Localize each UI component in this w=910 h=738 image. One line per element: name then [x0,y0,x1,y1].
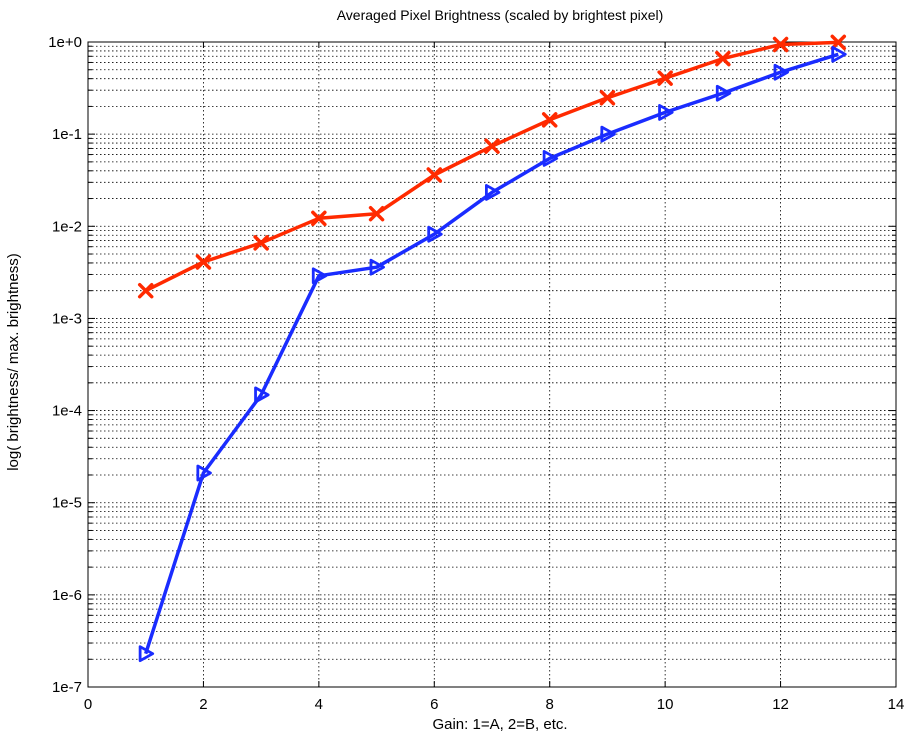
triangle-marker-point [773,63,789,81]
x-marker-point [484,138,500,154]
axes-layer: 0 2 4 6 8 10 12 14 1e-7 1e-6 1e-5 1e-4 1e-3 1e-2 1e-1 1… [48,34,904,713]
x-tick-label: 6 [430,696,438,713]
y-tick-label: 1e-5 [52,495,82,512]
x-tick-label: 12 [772,696,789,713]
x-marker-point [426,167,443,183]
x-marker-point [195,254,212,270]
x-axis-label: Gain: 1=A, 2=B, etc. [432,716,567,733]
x-tick-label: 10 [657,696,674,713]
chart-title: Averaged Pixel Brightness (scaled by bri… [337,7,664,23]
x-marker-point [715,50,731,67]
y-tick-label: 1e-7 [52,679,82,696]
x-marker-point [657,70,673,86]
x-marker-point [137,282,154,299]
y-tick-label: 1e+0 [48,34,82,51]
x-tick-label: 8 [546,696,554,713]
y-axis-label: log( brightness/ max. brightness) [5,253,22,471]
x-tick-label: 2 [199,696,207,713]
triangle-marker-point [196,464,212,482]
triangle-marker-point [658,104,674,121]
triangle-marker-point [311,267,328,285]
x-tick-label: 0 [84,696,92,713]
triangle-marker-point [831,45,847,63]
triangle-marker-point [254,386,270,404]
y-tick-label: 1e-4 [52,403,82,420]
triangle-marker-point [427,225,443,243]
x-marker-point [311,210,327,227]
y-tick-label: 1e-6 [52,587,82,604]
plot-area [88,42,896,687]
series-layer [137,34,847,663]
triangle-marker-point [369,258,385,276]
x-marker-point [772,36,789,53]
x-marker-point [830,34,847,51]
triangle-marker-point [600,125,616,143]
series-line-2 [144,52,839,655]
x-marker-point [541,112,558,128]
x-marker-point [253,235,269,251]
triangle-marker-point [715,84,732,102]
triangle-marker-point [485,184,501,201]
grid-layer [88,42,896,687]
y-tick-label: 1e-3 [52,310,82,327]
x-marker-point [599,90,616,106]
triangle-marker-point [542,150,559,167]
y-tick-label: 1e-2 [52,218,82,235]
plot-frame [87,41,897,688]
x-tick-label: 14 [888,696,905,713]
x-marker-point [368,205,385,222]
y-tick-label: 1e-1 [52,126,82,143]
triangle-marker-point [138,645,155,663]
x-tick-label: 4 [315,696,323,713]
